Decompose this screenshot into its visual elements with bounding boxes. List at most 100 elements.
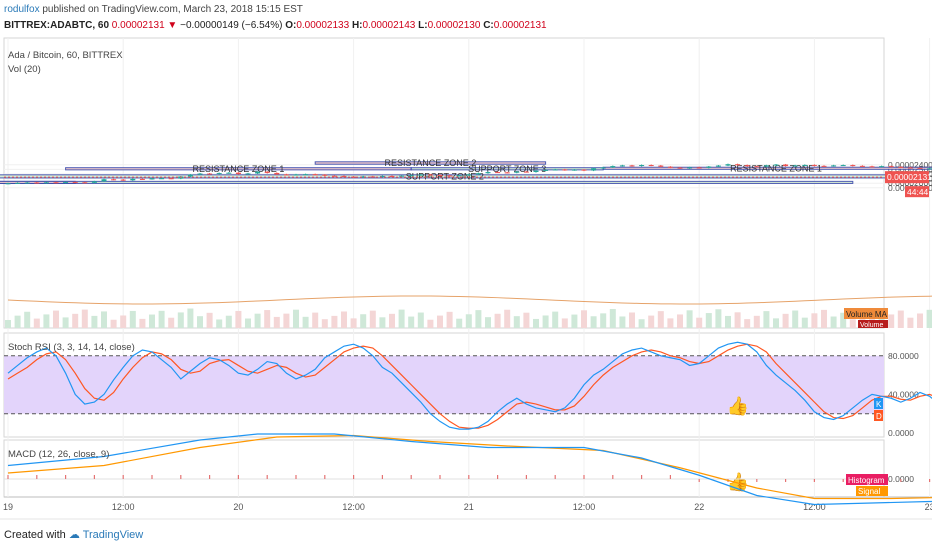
candle-body [879, 166, 885, 168]
volume-bar [811, 313, 818, 328]
volume-bar [504, 309, 511, 328]
zone-label: RESISTANCE ZONE 2 [384, 158, 476, 168]
signal-badge [856, 486, 888, 496]
candle-body [312, 174, 318, 176]
candle-body [687, 167, 693, 169]
candle-body [360, 176, 366, 178]
zone-box [314, 161, 547, 165]
candle-body [562, 169, 568, 171]
stoch-y-tick: 80.0000 [888, 351, 919, 361]
stoch-y-tick: 40.0000 [888, 389, 919, 399]
volume-bar [667, 318, 674, 328]
volume-bar [888, 314, 895, 328]
created-with-text: Created with [4, 529, 66, 541]
open-label: O: [285, 20, 297, 31]
candle-body [696, 167, 702, 169]
volume-bar [552, 311, 559, 328]
volume-bar [715, 309, 722, 328]
volume-bar [494, 313, 501, 328]
volume-bar [897, 310, 904, 328]
y-tick-label: 0.00002000 [888, 178, 932, 188]
volume-bar [24, 311, 31, 328]
candle-body [619, 165, 625, 167]
volume-bar [581, 310, 587, 328]
volume-bar [341, 311, 347, 328]
publish-text: published on TradingView.com, March 23, … [39, 4, 303, 15]
candle-body [850, 165, 856, 167]
volume-bar [101, 311, 107, 328]
x-tick-label: 12:00 [573, 502, 596, 512]
volume-bar [849, 319, 856, 328]
candle-body [72, 182, 78, 184]
symbol-label: BITTREX:ADABTC, 60 [4, 20, 110, 31]
candle-body [504, 172, 510, 174]
close-value: 0.00002131 [493, 20, 547, 31]
candle-body [187, 174, 193, 177]
high-value: 0.00002143 [362, 20, 416, 31]
candle-body [831, 165, 837, 167]
candle-body [543, 169, 549, 171]
volume-bar [869, 311, 875, 328]
candle-body [591, 168, 597, 171]
thumbs-up-icon: 👍 [727, 471, 749, 493]
symbol-ohlc-line: BITTREX:ADABTC, 60 0.00002131 ▼ −0.00000… [4, 20, 547, 31]
volume-bar [53, 310, 59, 328]
candle-body [783, 164, 789, 167]
volume-bar [917, 313, 923, 328]
candle-body [43, 182, 49, 184]
candle-body [869, 166, 875, 168]
zone-box [0, 180, 854, 184]
price-change: −0.00000149 (−6.54%) [180, 20, 283, 31]
tradingview-link[interactable]: TradingView [82, 529, 144, 541]
candle-body [274, 172, 280, 175]
volume-bar [485, 317, 491, 328]
volume-bar [389, 313, 395, 328]
candle-body [399, 175, 405, 177]
author-link[interactable]: rodulfox [4, 4, 40, 15]
candle-body [341, 175, 347, 177]
candle-body [725, 164, 731, 166]
volume-bar [369, 310, 376, 328]
volume-bar [398, 309, 405, 328]
volume-bar [513, 316, 520, 328]
volume-bar [907, 317, 914, 328]
candle-body [245, 173, 251, 175]
volume-bar [379, 317, 386, 328]
candle-body [927, 168, 932, 170]
candle-body [600, 167, 606, 169]
volume-bar [72, 313, 79, 328]
volume-bar [821, 309, 827, 328]
candle-body [917, 167, 923, 169]
volume-bar [187, 308, 194, 328]
candle-body [792, 165, 798, 167]
candle-body [677, 167, 683, 169]
stoch-y-tick: 0.0000 [888, 428, 914, 438]
close-label: C: [483, 20, 494, 31]
candle-body [735, 164, 741, 166]
candle-body [466, 174, 472, 176]
candle-body [533, 170, 539, 173]
volume-bar [254, 313, 261, 328]
macd-title: MACD (12, 26, close, 9) [8, 449, 109, 460]
volume-bar [705, 313, 712, 328]
macd-pane [3, 439, 885, 498]
d-label: D [876, 412, 882, 421]
candle-body [427, 174, 433, 176]
x-tick-label: 21 [464, 502, 474, 512]
candle-body [802, 164, 808, 166]
volume-bar [475, 310, 482, 328]
signal-label: Signal [858, 487, 880, 496]
candle-body [744, 165, 750, 167]
volume-bar [456, 318, 463, 328]
candle-body [523, 171, 529, 173]
candle-body [495, 172, 501, 174]
candle-body [53, 182, 59, 184]
candle-body [408, 175, 414, 177]
volume-bar [225, 315, 232, 328]
candle-body [447, 175, 453, 177]
volume-bar [245, 318, 251, 328]
stoch-rsi-title: Stoch RSI (3, 3, 14, 14, close) [8, 342, 135, 353]
candle-body [63, 182, 69, 184]
thumbs-up-icon: 👍 [727, 395, 749, 417]
